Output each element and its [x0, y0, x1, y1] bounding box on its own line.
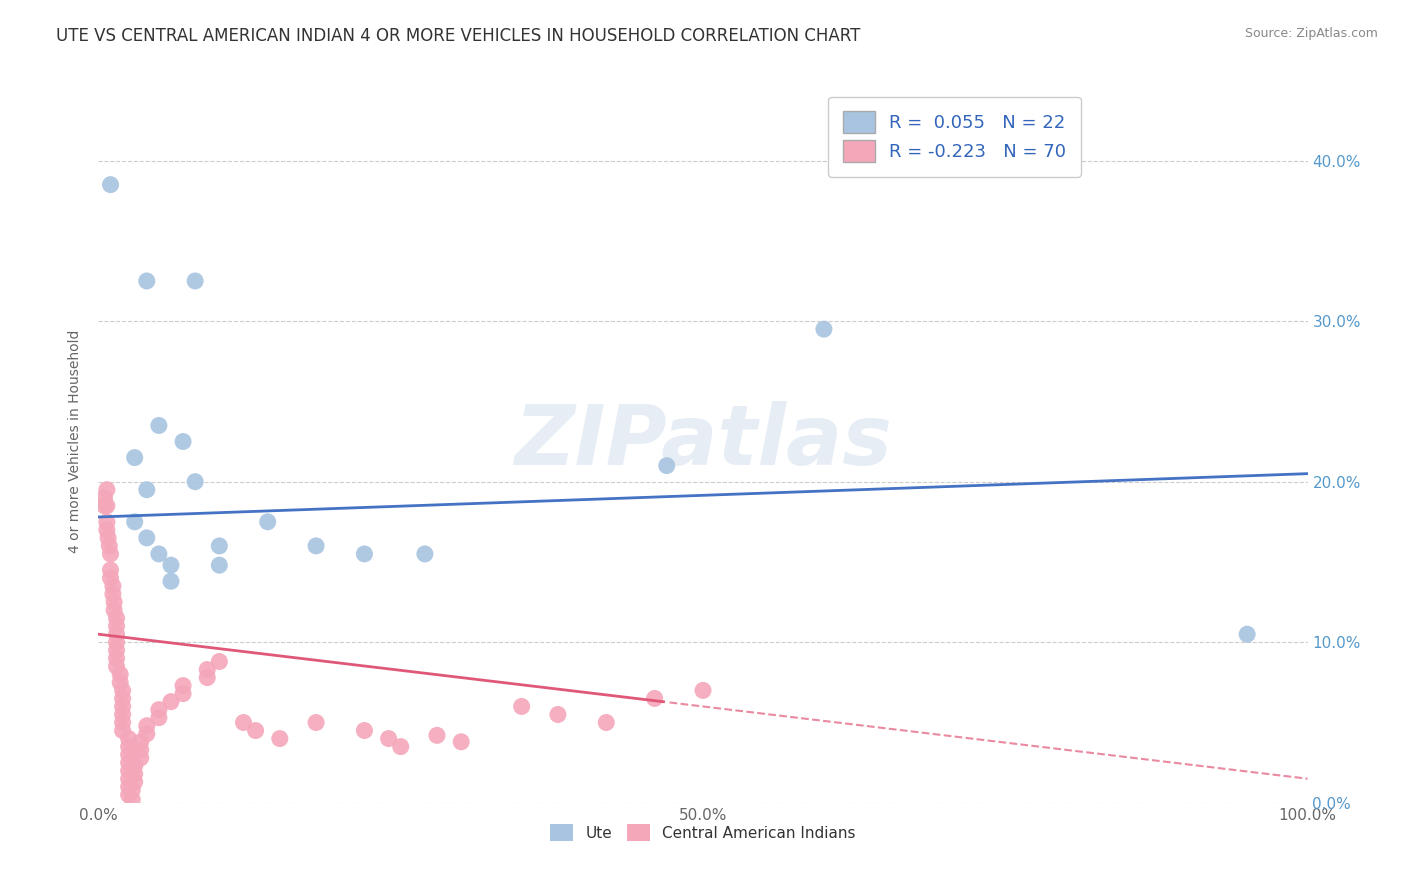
Point: [111, 683, 134, 698]
Point: [121, 783, 143, 797]
Point: [595, 715, 617, 730]
Point: [389, 739, 412, 754]
Point: [103, 595, 125, 609]
Text: ZIPatlas: ZIPatlas: [515, 401, 891, 482]
Point: [118, 764, 141, 778]
Point: [108, 667, 131, 681]
Legend: Ute, Central American Indians: Ute, Central American Indians: [538, 812, 868, 853]
Point: [111, 699, 134, 714]
Point: [129, 743, 152, 757]
Point: [103, 603, 125, 617]
Point: [353, 547, 375, 561]
Point: [124, 450, 146, 465]
Point: [208, 539, 231, 553]
Point: [111, 691, 134, 706]
Point: [135, 483, 157, 497]
Point: [111, 715, 134, 730]
Point: [353, 723, 375, 738]
Point: [121, 792, 143, 806]
Point: [305, 539, 328, 553]
Point: [172, 679, 194, 693]
Point: [148, 703, 170, 717]
Point: [655, 458, 678, 473]
Point: [108, 675, 131, 690]
Point: [118, 747, 141, 762]
Point: [124, 759, 146, 773]
Point: [195, 671, 218, 685]
Point: [96, 523, 118, 537]
Point: [160, 695, 183, 709]
Point: [105, 611, 128, 625]
Point: [1236, 627, 1258, 641]
Point: [118, 780, 141, 794]
Point: [105, 619, 128, 633]
Point: [160, 558, 183, 573]
Point: [208, 655, 231, 669]
Point: [172, 687, 194, 701]
Point: [105, 659, 128, 673]
Point: [148, 418, 170, 433]
Point: [172, 434, 194, 449]
Point: [813, 322, 835, 336]
Point: [105, 627, 128, 641]
Point: [245, 723, 267, 738]
Point: [100, 571, 122, 585]
Point: [100, 178, 122, 192]
Point: [135, 274, 157, 288]
Point: [105, 651, 128, 665]
Point: [450, 735, 472, 749]
Point: [510, 699, 533, 714]
Point: [93, 491, 115, 505]
Point: [148, 711, 170, 725]
Point: [124, 767, 146, 781]
Point: [124, 775, 146, 789]
Point: [96, 499, 118, 513]
Point: [160, 574, 183, 589]
Point: [111, 707, 134, 722]
Point: [208, 558, 231, 573]
Point: [98, 539, 121, 553]
Point: [148, 547, 170, 561]
Point: [111, 723, 134, 738]
Point: [118, 756, 141, 770]
Point: [97, 531, 120, 545]
Point: [105, 635, 128, 649]
Point: [135, 727, 157, 741]
Text: Source: ZipAtlas.com: Source: ZipAtlas.com: [1244, 27, 1378, 40]
Point: [118, 788, 141, 802]
Point: [644, 691, 666, 706]
Point: [377, 731, 399, 746]
Point: [413, 547, 436, 561]
Point: [692, 683, 714, 698]
Point: [184, 274, 207, 288]
Point: [256, 515, 278, 529]
Point: [184, 475, 207, 489]
Point: [135, 719, 157, 733]
Point: [96, 483, 118, 497]
Point: [305, 715, 328, 730]
Point: [100, 563, 122, 577]
Point: [129, 751, 152, 765]
Point: [96, 515, 118, 529]
Point: [100, 547, 122, 561]
Point: [101, 579, 124, 593]
Point: [118, 739, 141, 754]
Point: [269, 731, 291, 746]
Point: [232, 715, 254, 730]
Point: [101, 587, 124, 601]
Point: [547, 707, 569, 722]
Point: [93, 499, 115, 513]
Point: [426, 728, 449, 742]
Point: [118, 731, 141, 746]
Point: [105, 643, 128, 657]
Point: [124, 515, 146, 529]
Point: [195, 663, 218, 677]
Text: UTE VS CENTRAL AMERICAN INDIAN 4 OR MORE VEHICLES IN HOUSEHOLD CORRELATION CHART: UTE VS CENTRAL AMERICAN INDIAN 4 OR MORE…: [56, 27, 860, 45]
Y-axis label: 4 or more Vehicles in Household: 4 or more Vehicles in Household: [69, 330, 83, 553]
Point: [129, 735, 152, 749]
Point: [135, 531, 157, 545]
Point: [118, 772, 141, 786]
